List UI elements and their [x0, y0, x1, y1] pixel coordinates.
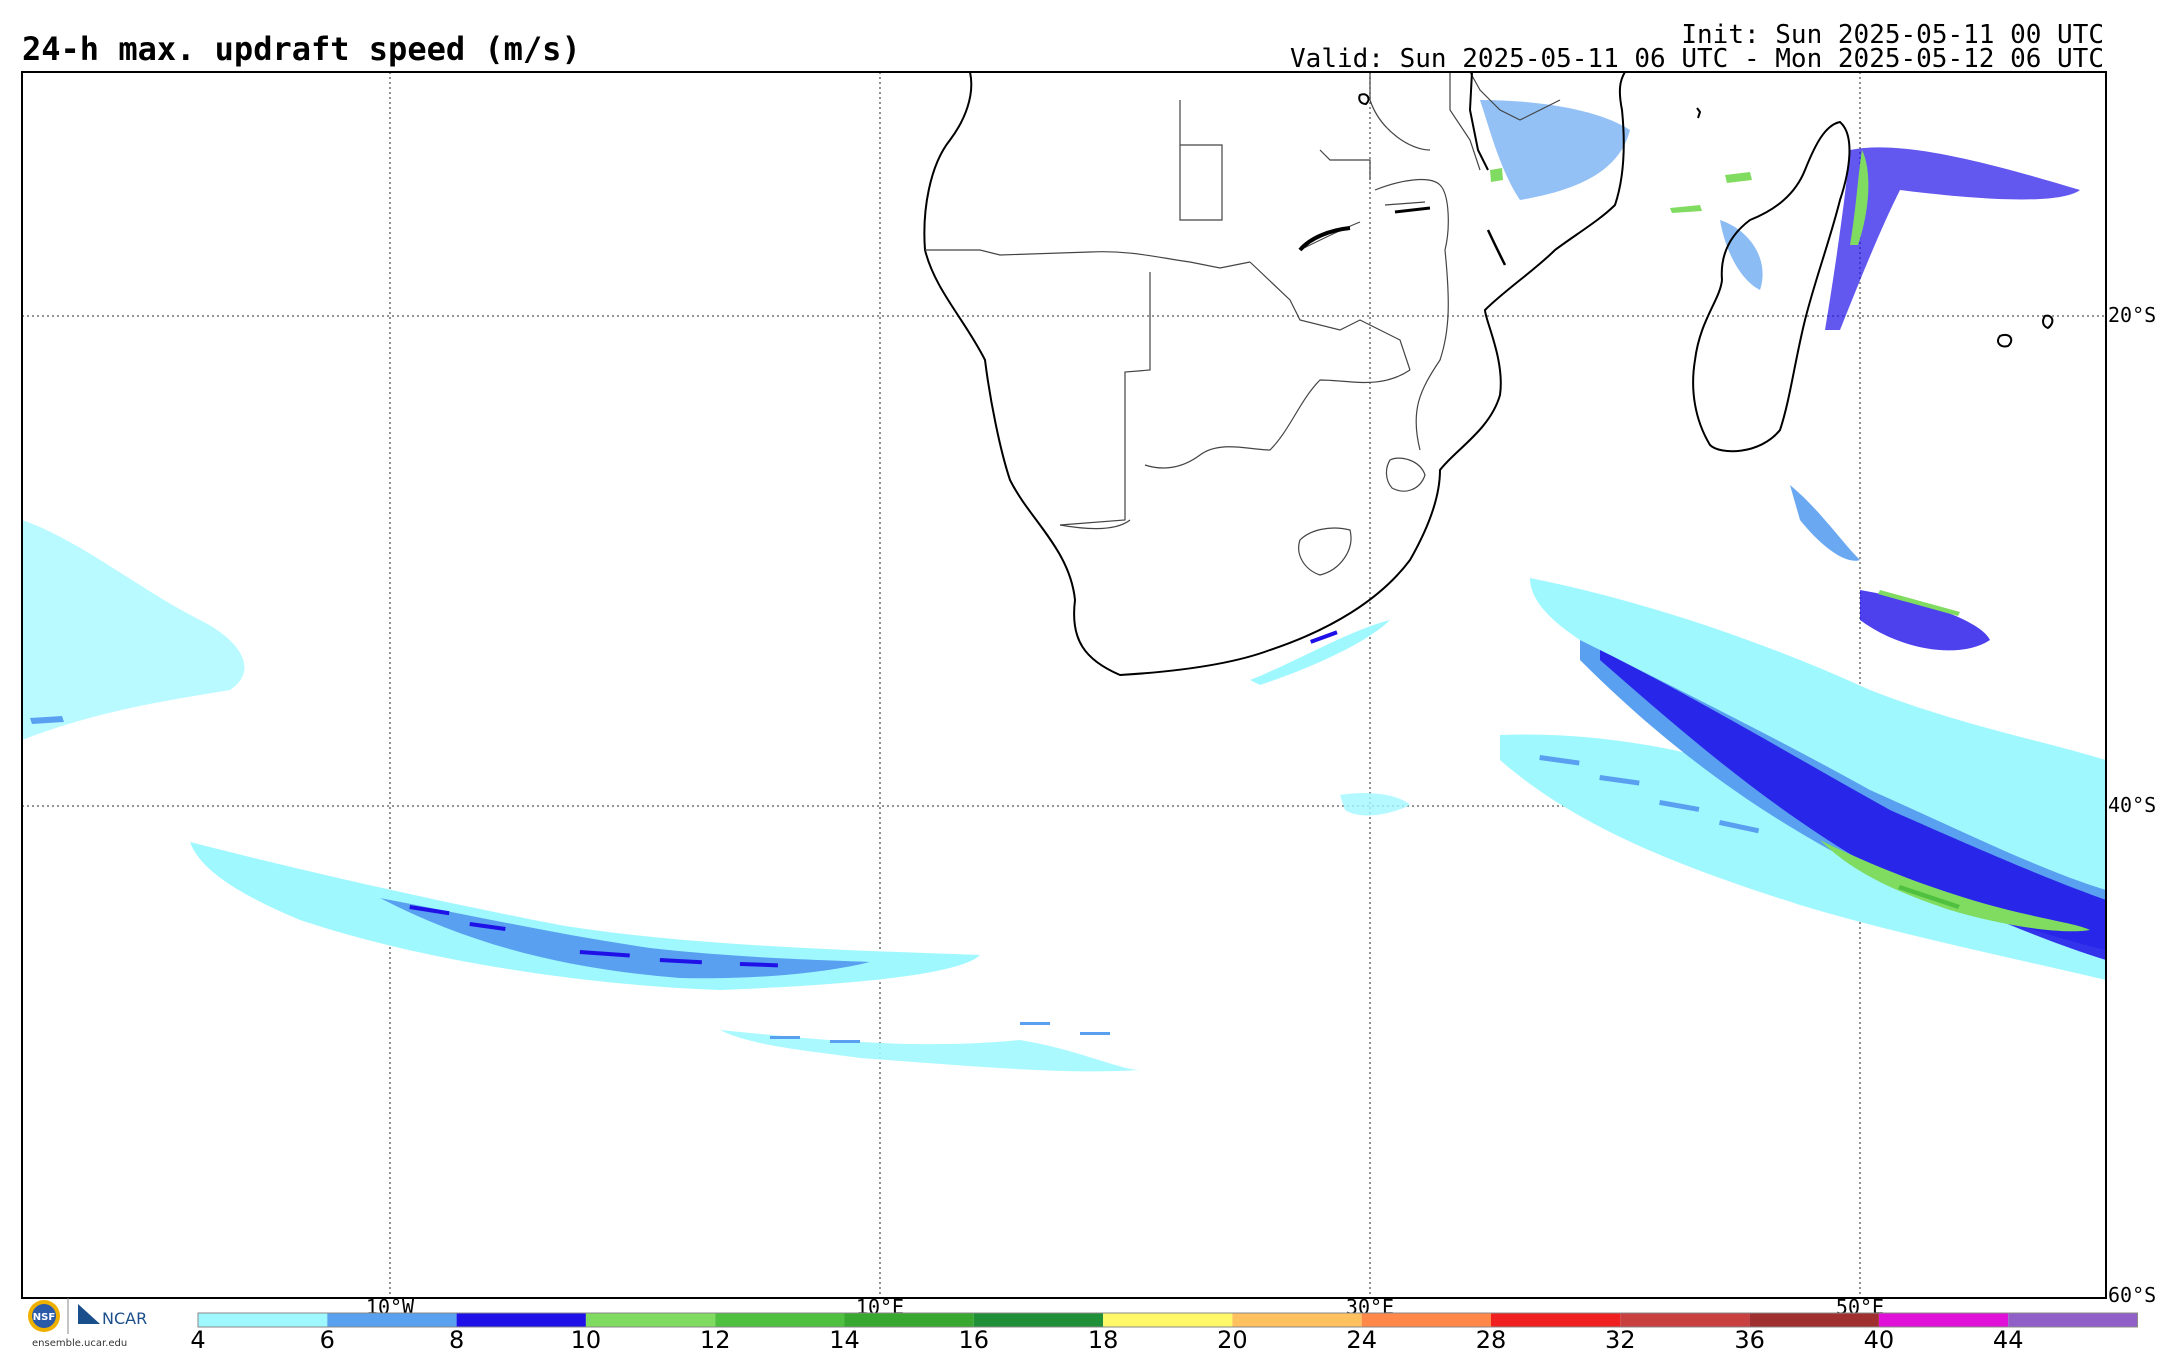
country-borders	[925, 71, 1561, 576]
africa-coastline	[923, 71, 1626, 676]
colorbar-swatch	[1361, 1313, 1491, 1327]
ncar-logo-text: NCAR	[102, 1309, 147, 1328]
colorbar-swatch	[973, 1313, 1104, 1327]
colorbar-swatch	[456, 1313, 586, 1327]
colorbar-tick-label: 44	[1993, 1326, 2024, 1354]
credits: NSF NCAR ensemble.ucar.edu	[22, 1294, 162, 1350]
lat-label-60s: 60°S	[2108, 1283, 2156, 1307]
swath-southeast-light	[1500, 734, 2106, 980]
ncar-logo-icon	[78, 1304, 100, 1324]
colorbar-swatch	[1232, 1313, 1362, 1327]
swath-southeast-upper	[1530, 578, 2106, 900]
nsf-logo-text: NSF	[33, 1312, 55, 1323]
swath-southeast-dark	[1600, 650, 2106, 960]
colorbar-tick-label: 20	[1217, 1326, 1248, 1354]
colorbar-tick-label: 12	[700, 1326, 731, 1354]
colorbar-swatch	[1103, 1313, 1233, 1327]
lat-label-20s: 20°S	[2108, 303, 2156, 327]
colorbar-tick-label: 14	[829, 1326, 860, 1354]
map-title: 24-h max. updraft speed (m/s)	[22, 30, 581, 68]
colorbar-swatch	[327, 1313, 457, 1327]
init-time: Init: Sun 2025-05-11 00 UTC	[1681, 20, 2104, 50]
colorbar-tick-label: 10	[571, 1326, 602, 1354]
colorbar-tick-label: 32	[1605, 1326, 1636, 1354]
colorbar-swatch	[844, 1313, 974, 1327]
colorbar-swatch	[1878, 1313, 2009, 1327]
colorbar-swatch	[1620, 1313, 1750, 1327]
colorbar-tick-label: 18	[1088, 1326, 1119, 1354]
colorbar-swatch	[198, 1313, 328, 1327]
colorbar: 4 6 8 10 12 14 16 18 20 24 28 32 36 40 44	[190, 1312, 2138, 1354]
colorbar-swatch	[715, 1313, 845, 1327]
coastlines	[923, 71, 2054, 676]
colorbar-tick-label: 36	[1734, 1326, 1765, 1354]
updraft-field	[22, 100, 2106, 1072]
axis-labels: 10°W 10°E 30°E 50°E 20°S 40°S 60°S	[366, 303, 2156, 1319]
valid-time: Valid: Sun 2025-05-11 06 UTC - Mon 2025-…	[1290, 44, 2104, 74]
colorbar-swatch	[1749, 1313, 1879, 1327]
colorbar-swatch	[585, 1313, 716, 1327]
colorbar-swatch	[2008, 1313, 2138, 1327]
madagascar-coastline	[1692, 121, 1851, 453]
colorbar-tick-label: 16	[959, 1326, 990, 1354]
swath-west-light	[22, 520, 245, 740]
colorbar-tick-label: 40	[1864, 1326, 1895, 1354]
swath-southwest-mid	[380, 898, 870, 979]
colorbar-tick-label: 24	[1346, 1326, 1377, 1354]
lat-label-40s: 40°S	[2108, 793, 2156, 817]
colorbar-tick-label: 6	[320, 1326, 335, 1354]
map-frame	[21, 71, 2107, 1299]
colorbar-tick-label: 4	[190, 1326, 205, 1354]
colorbar-tick-label: 28	[1476, 1326, 1507, 1354]
credit-url: ensemble.ucar.edu	[32, 1338, 127, 1349]
swath-southwest-light	[190, 842, 980, 990]
colorbar-swatch	[1491, 1313, 1621, 1327]
swath-madagascar	[1825, 147, 2080, 330]
colorbar-tick-label: 8	[449, 1326, 464, 1354]
